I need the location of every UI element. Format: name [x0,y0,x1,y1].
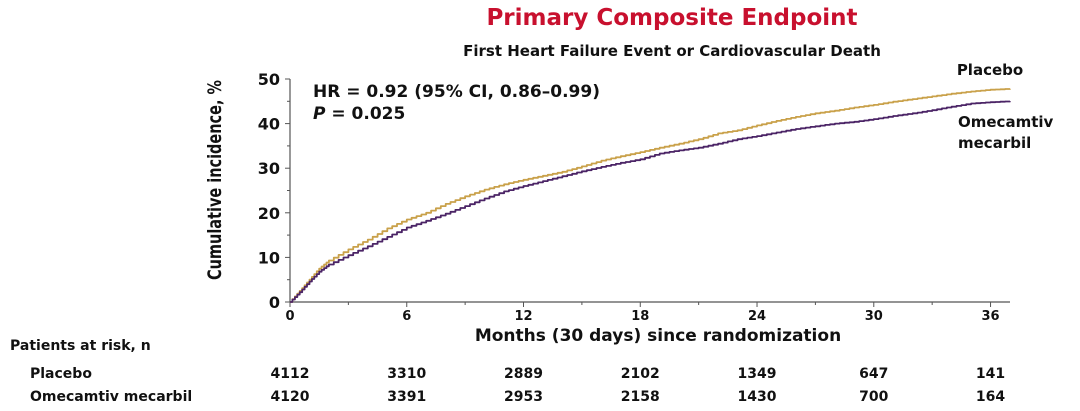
risk-cell: 2889 [504,366,543,382]
risk-cell: 2953 [504,389,543,405]
x-tick-label: 30 [865,309,883,324]
x-axis-label: Months (30 days) since randomization [475,326,841,346]
x-tick-label: 18 [631,309,649,324]
plot-area: 0 10 20 30 40 50 0 6 12 18 24 30 36 [258,70,1010,324]
p-symbol: P [313,104,326,124]
y-tick-label: 0 [269,293,280,312]
risk-cell: 2158 [621,389,660,405]
risk-cell: 164 [976,389,1005,405]
placebo-curve [290,88,1011,303]
x-tick-label: 24 [748,309,766,324]
p-value: = 0.025 [325,104,405,124]
risk-table-header: Patients at risk, n [10,338,151,354]
curves-layer [290,88,1011,303]
legend-placebo: Placebo [957,61,1023,79]
risk-cell: 4112 [271,366,310,382]
p-annotation: P = 0.025 [313,104,405,124]
risk-cell: 3391 [387,389,426,405]
risk-table: Patients at risk, n Placebo 4112 3310 2889 2… [10,338,1005,405]
y-tick-label: 10 [258,248,280,267]
risk-cell: 700 [859,389,888,405]
legend-omecamtiv-line2: mecarbil [958,134,1031,152]
risk-cell: 141 [976,366,1005,382]
risk-row-label: Omecamtiv mecarbil [30,389,192,405]
chart-subtitle: First Heart Failure Event or Cardiovascu… [463,42,881,60]
risk-cell: 3310 [387,366,426,382]
hr-annotation: HR = 0.92 (95% CI, 0.86–0.99) [313,82,600,102]
y-tick-label: 40 [258,115,280,134]
risk-cell: 647 [859,366,888,382]
legend-omecamtiv-line1: Omecamtiv [958,113,1054,131]
chart-title: Primary Composite Endpoint [486,5,857,31]
risk-cell: 1430 [738,389,777,405]
y-axis-label: Cumulative incidence, % [204,80,226,280]
x-tick-label: 12 [514,309,532,324]
risk-cell: 4120 [271,389,310,405]
risk-cell: 2102 [621,366,660,382]
y-tick-label: 50 [258,70,280,89]
x-tick-label: 6 [402,309,411,324]
omecamtiv-curve [290,100,1011,303]
risk-cell: 1349 [738,366,777,382]
y-tick-label: 30 [258,159,280,178]
y-tick-label: 20 [258,204,280,223]
risk-row-label: Placebo [30,366,92,382]
x-tick-label: 0 [285,309,294,324]
x-tick-label: 36 [981,309,999,324]
